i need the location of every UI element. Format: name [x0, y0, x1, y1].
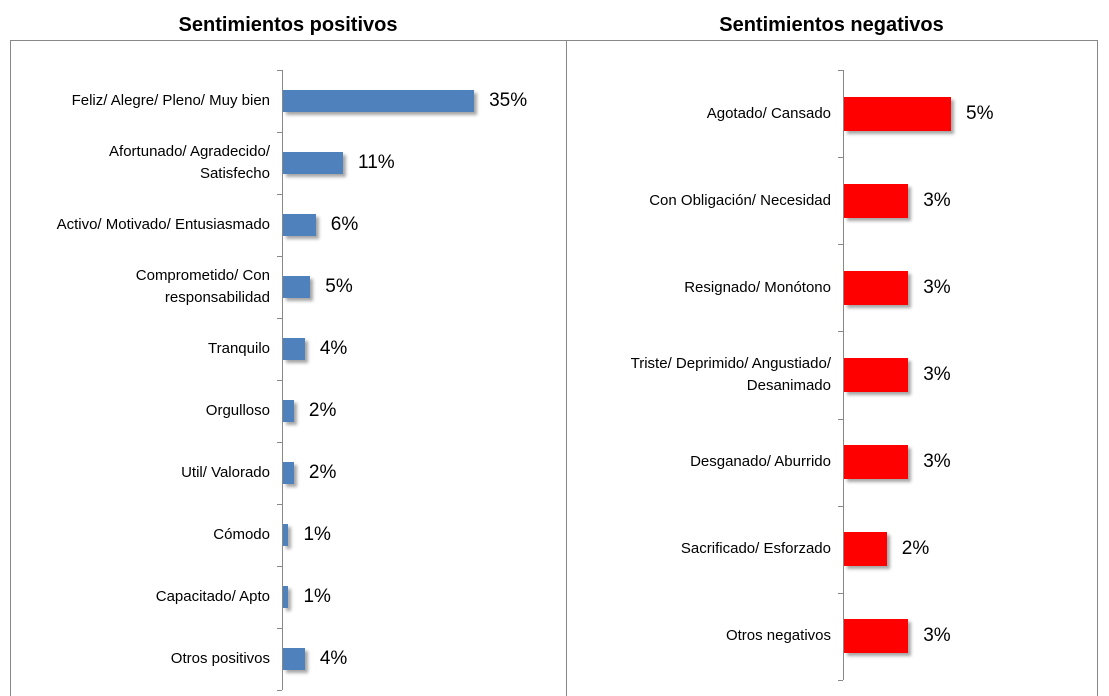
- value-label: 2%: [308, 462, 337, 483]
- axis-tick: [838, 331, 843, 333]
- value-label: 3%: [923, 364, 951, 385]
- axis-tick: [277, 690, 282, 691]
- bar: [844, 445, 909, 480]
- axis-tick: [277, 194, 282, 195]
- bar: [283, 586, 289, 608]
- category-label: Resignado/ Monótono: [684, 278, 831, 296]
- frame-left: [10, 40, 11, 696]
- axis-tick: [277, 256, 282, 257]
- value-label: 3%: [923, 189, 951, 211]
- value-label: 2%: [308, 400, 337, 421]
- bar: [283, 400, 294, 422]
- category-label: Comprometido/ Con responsabilidad: [135, 267, 270, 306]
- category-label: Afortunado/ Agradecido/ Satisfecho: [109, 143, 270, 182]
- value-label: 6%: [330, 214, 359, 235]
- value-label: 35%: [489, 90, 528, 111]
- value-label: 3%: [923, 451, 951, 473]
- axis-tick: [277, 442, 282, 443]
- value-label: 5%: [325, 276, 353, 297]
- axis-tick: [277, 70, 282, 71]
- axis-tick: [838, 680, 843, 681]
- bar: [844, 532, 887, 567]
- bar: [844, 270, 909, 305]
- value-label: 4%: [319, 338, 348, 359]
- bar: [283, 152, 344, 174]
- axis-tick: [838, 592, 843, 594]
- frame-top: [10, 40, 1098, 41]
- bar: [283, 462, 294, 484]
- bar: [283, 276, 311, 298]
- frame-divider: [566, 40, 567, 696]
- axis-tick: [838, 244, 843, 246]
- axis-tick: [838, 70, 843, 71]
- bar: [844, 358, 909, 392]
- axis-tick: [277, 318, 282, 319]
- value-label: 11%: [358, 152, 395, 173]
- bar: [283, 524, 289, 546]
- category-label: Desganado/ Aburrido: [690, 453, 831, 471]
- category-label: Activo/ Motivado/ Entusiasmado: [56, 216, 270, 233]
- axis-tick: [277, 380, 282, 381]
- category-label: Feliz/ Alegre/ Pleno/ Muy bien: [71, 92, 270, 109]
- bar: [283, 338, 305, 360]
- axis-tick: [838, 157, 843, 159]
- category-label: Util/ Valorado: [181, 464, 270, 481]
- category-label: Sacrificado/ Esforzado: [680, 540, 831, 558]
- axis-tick: [838, 418, 843, 420]
- category-axis: [843, 70, 844, 680]
- category-label: Agotado/ Cansado: [706, 104, 831, 122]
- chart-title: Sentimientos positivos: [178, 14, 398, 36]
- bar: [844, 183, 909, 218]
- bar: [283, 214, 316, 236]
- value-label: 3%: [923, 276, 951, 298]
- value-label: 3%: [923, 625, 951, 647]
- value-label: 4%: [319, 648, 348, 669]
- category-label: Con Obligación/ Necesidad: [649, 191, 831, 209]
- bar: [844, 96, 951, 131]
- category-label: Capacitado/ Apto: [155, 588, 270, 605]
- category-label: Otros positivos: [170, 650, 270, 667]
- category-label: Cómodo: [213, 526, 270, 543]
- axis-tick: [277, 132, 282, 133]
- bar: [844, 619, 909, 654]
- axis-tick: [277, 628, 282, 629]
- category-label: Orgulloso: [205, 402, 270, 419]
- value-label: 2%: [901, 538, 930, 560]
- value-label: 5%: [966, 102, 994, 124]
- category-axis: [282, 70, 283, 690]
- value-label: 1%: [303, 524, 331, 545]
- axis-tick: [277, 504, 282, 505]
- axis-tick: [838, 505, 843, 507]
- axis-tick: [277, 566, 282, 567]
- category-label: Triste/ Deprimido/ Angustiado/ Desanimad…: [630, 354, 831, 394]
- bar: [283, 648, 305, 670]
- value-label: 1%: [303, 586, 331, 607]
- bar: [283, 90, 475, 112]
- category-label: Tranquilo: [208, 340, 270, 357]
- chart-title: Sentimientos negativos: [719, 14, 944, 36]
- frame-right: [1097, 40, 1098, 696]
- category-label: Otros negativos: [725, 627, 831, 645]
